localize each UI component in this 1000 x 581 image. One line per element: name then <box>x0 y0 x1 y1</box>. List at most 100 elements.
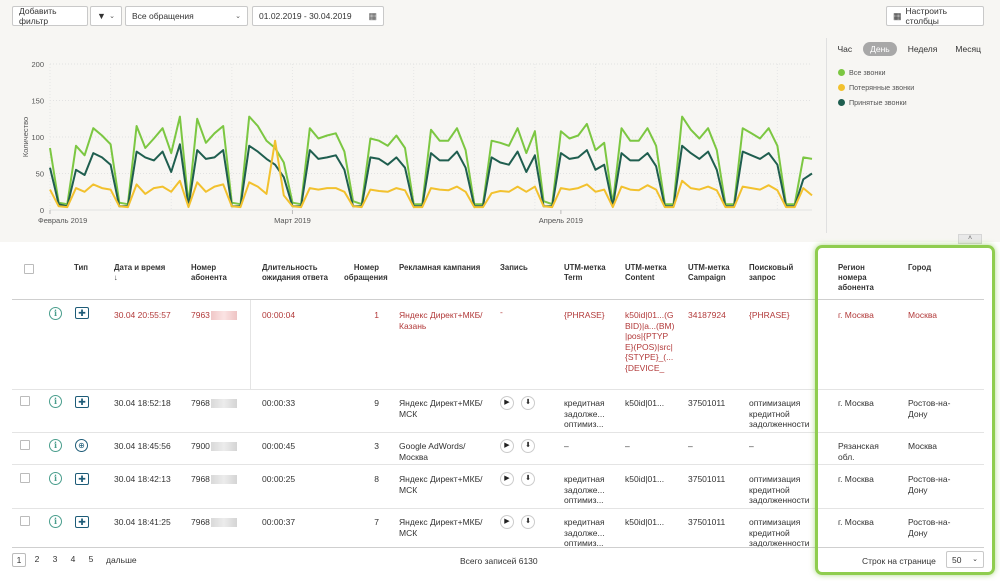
cell-search-query: оптимизация кредитной задолженности <box>749 398 810 429</box>
footer-divider <box>12 547 984 548</box>
y-tick-label: 150 <box>31 97 44 106</box>
header-utm-campaign[interactable]: UTM-метка Campaign <box>688 263 730 282</box>
cell-campaign: Яндекс Директ+МКБ/ МСК <box>399 517 483 538</box>
page-1[interactable]: 1 <box>12 553 26 567</box>
configure-columns-button[interactable]: ▦ Настроить столбцы <box>886 6 984 26</box>
row-divider <box>12 508 984 509</box>
collapse-chart-button[interactable]: ˄ <box>958 234 982 244</box>
page-4[interactable]: 4 <box>70 554 76 564</box>
redacted-digits <box>210 311 237 321</box>
cell-request-number: 7 <box>374 517 379 527</box>
cell-number: 7963 <box>191 310 237 321</box>
page-3[interactable]: 3 <box>52 554 58 564</box>
download-button[interactable]: ⬇ <box>521 472 535 486</box>
cell-datetime: 30.04 18:52:18 <box>114 398 171 408</box>
cell-wait: 00:00:25 <box>262 474 296 484</box>
info-icon[interactable]: i <box>49 307 62 320</box>
legend-item-accepted[interactable]: Принятые звонки <box>838 98 914 107</box>
rows-per-page-value: 50 <box>952 555 962 565</box>
cell-city: Москва <box>908 310 938 320</box>
add-filter-label: Добавить фильтр <box>19 6 57 26</box>
header-wait[interactable]: Длительность ожидания ответа <box>262 263 328 282</box>
legend-item-all[interactable]: Все звонки <box>838 68 914 77</box>
target-icon: ⊕ <box>75 439 88 452</box>
cell-utm-content: k50id|01... <box>625 474 665 484</box>
highlight-frame <box>815 245 995 575</box>
info-icon[interactable]: i <box>49 395 62 408</box>
y-tick-label: 200 <box>31 60 44 69</box>
info-icon[interactable]: i <box>49 472 62 485</box>
header-request-number[interactable]: Номер обращения <box>344 263 388 282</box>
chevron-down-icon: ⌄ <box>972 556 978 563</box>
y-tick-label: 0 <box>40 206 44 215</box>
next-page-link[interactable]: дальше <box>106 555 137 565</box>
filter-type-dropdown[interactable]: ▼ ⌄ <box>90 6 122 26</box>
cell-city: Ростов-на-Дону <box>908 517 951 538</box>
incoming-call-icon: ✚ <box>75 396 89 408</box>
cell-search-query: {PHRASE} <box>749 310 790 320</box>
download-button[interactable]: ⬇ <box>521 396 535 410</box>
cell-utm-campaign: 34187924 <box>688 310 726 320</box>
add-filter-button[interactable]: Добавить фильтр <box>12 6 88 26</box>
select-all-checkbox[interactable] <box>24 264 34 274</box>
period-week[interactable]: Неделя <box>907 44 938 54</box>
header-record[interactable]: Запись <box>500 263 528 272</box>
download-button[interactable]: ⬇ <box>521 515 535 529</box>
cell-utm-content: – <box>625 441 630 451</box>
date-range-input[interactable]: 01.02.2019 - 30.04.2019 ▦ <box>252 6 384 26</box>
cell-record: - <box>500 307 503 317</box>
play-button[interactable]: ▶ <box>500 439 514 453</box>
info-icon[interactable]: i <box>49 515 62 528</box>
y-axis-label: Количество <box>21 117 30 157</box>
rows-per-page-label: Строк на странице <box>862 556 936 566</box>
row-checkbox[interactable] <box>20 396 30 406</box>
period-day[interactable]: День <box>863 42 897 56</box>
header-utm-term[interactable]: UTM-метка Term <box>564 263 606 282</box>
header-datetime[interactable]: Дата и время ↓ <box>114 263 184 283</box>
cell-utm-content: k50id|01...(GBID)|a...(BM)|pos|{PTYPE}(P… <box>625 310 675 373</box>
info-icon[interactable]: i <box>49 439 62 452</box>
y-tick-label: 100 <box>31 133 44 142</box>
header-utm-content[interactable]: UTM-метка Content <box>625 263 667 282</box>
page-5[interactable]: 5 <box>88 554 94 564</box>
redacted-digits <box>210 518 237 528</box>
download-button[interactable]: ⬇ <box>521 439 535 453</box>
x-tick-label: Апрель 2019 <box>539 216 583 225</box>
chart-panel: Добавить фильтр ▼ ⌄ Все обращения ⌄ 01.0… <box>0 0 1000 244</box>
legend-dot-accepted <box>838 99 845 106</box>
row-checkbox[interactable] <box>20 516 30 526</box>
cell-region: г. Москва <box>838 310 874 320</box>
cell-search-query: оптимизация кредитной задолженности <box>749 517 810 547</box>
cell-request-number: 8 <box>374 474 379 484</box>
cell-datetime: 30.04 18:41:25 <box>114 517 171 527</box>
page-2[interactable]: 2 <box>34 554 40 564</box>
cell-city: Ростов-на-Дону <box>908 398 951 419</box>
cell-number-text: 7900 <box>191 441 210 451</box>
row-divider <box>250 300 251 390</box>
cell-city: Ростов-на-Дону <box>908 474 951 495</box>
header-number[interactable]: Номер абонента <box>191 263 227 282</box>
cell-wait: 00:00:33 <box>262 398 296 408</box>
header-type[interactable]: Тип <box>74 263 88 272</box>
play-button[interactable]: ▶ <box>500 472 514 486</box>
redacted-digits <box>210 475 237 485</box>
calls-filter-select[interactable]: Все обращения ⌄ <box>125 6 248 26</box>
play-button[interactable]: ▶ <box>500 515 514 529</box>
cell-number-text: 7963 <box>191 310 210 320</box>
play-button[interactable]: ▶ <box>500 396 514 410</box>
date-range-value: 01.02.2019 - 30.04.2019 <box>259 11 352 21</box>
header-campaign[interactable]: Рекламная кампания <box>399 263 481 272</box>
header-search-query[interactable]: Поисковый запрос <box>749 263 794 282</box>
header-region[interactable]: Регион номера абонента <box>838 263 874 292</box>
cell-request-number: 3 <box>374 441 379 451</box>
period-month[interactable]: Месяц <box>955 44 981 54</box>
period-switcher: Час День Неделя Месяц <box>830 42 988 56</box>
row-checkbox[interactable] <box>20 440 30 450</box>
legend-dot-all <box>838 69 845 76</box>
legend-item-lost[interactable]: Потерянные звонки <box>838 83 914 92</box>
row-checkbox[interactable] <box>20 473 30 483</box>
period-hour[interactable]: Час <box>837 44 853 54</box>
redacted-digits <box>210 399 237 409</box>
rows-per-page-select[interactable]: 50 ⌄ <box>946 551 984 568</box>
header-city[interactable]: Город <box>908 263 932 272</box>
